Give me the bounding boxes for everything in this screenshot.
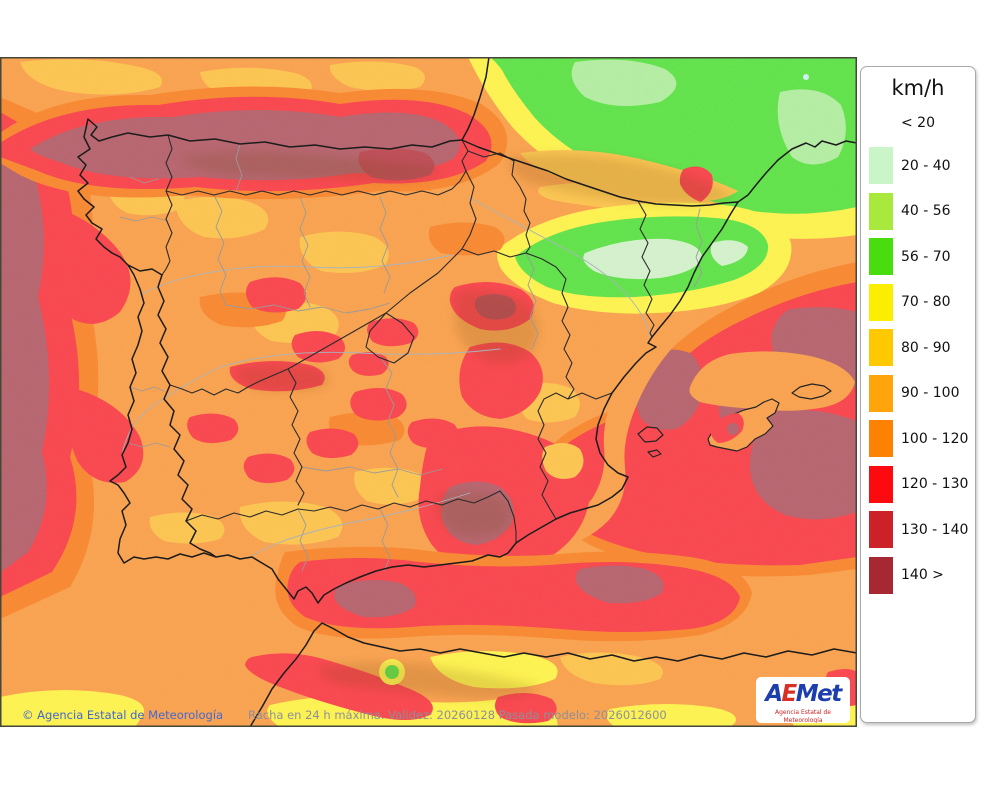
legend-swatch xyxy=(869,283,893,321)
legend-swatch xyxy=(869,238,893,276)
legend-swatch xyxy=(869,465,893,503)
legend-label: 80 - 90 xyxy=(901,339,951,356)
legend-title: km/h xyxy=(891,76,945,100)
legend-swatch xyxy=(869,374,893,412)
legend-item: 56 - 70 xyxy=(861,234,975,280)
legend-label: 20 - 40 xyxy=(901,157,951,174)
province-borders xyxy=(119,143,703,572)
legend-item: 40 - 56 xyxy=(861,189,975,235)
legend-item: 80 - 90 xyxy=(861,325,975,371)
legend-label: 100 - 120 xyxy=(901,430,969,447)
legend-label: 70 - 80 xyxy=(901,294,951,311)
aemet-logo: AEMet Agencia Estatal de Meteorología xyxy=(756,677,850,723)
legend-swatch xyxy=(869,329,893,367)
legend-item: 130 - 140 xyxy=(861,507,975,553)
legend-item: 140 > xyxy=(861,553,975,599)
legend-label: < 20 xyxy=(901,115,935,131)
wind-gust-map xyxy=(0,57,857,727)
legend-label: 40 - 56 xyxy=(901,203,951,220)
legend-swatch-empty xyxy=(869,105,893,142)
coastlines xyxy=(77,57,857,727)
legend-label: 130 - 140 xyxy=(901,521,969,538)
legend-item: 120 - 130 xyxy=(861,462,975,508)
model-run-info-text: Racha en 24 h máxima. Validez: 20260128 … xyxy=(248,708,667,722)
wind-gust-map-svg xyxy=(0,57,857,727)
map-frame xyxy=(0,57,857,727)
legend-items: 20 - 40 40 - 56 56 - 70 70 - 80 80 - 90 … xyxy=(861,143,975,598)
legend-label: 90 - 100 xyxy=(901,385,960,402)
legend-item: 20 - 40 xyxy=(861,143,975,189)
aemet-logo-wordmark: AEMet xyxy=(765,681,842,707)
legend-swatch xyxy=(869,556,893,594)
legend-label: 56 - 70 xyxy=(901,248,951,265)
legend-swatch xyxy=(869,192,893,230)
legend-swatch xyxy=(869,511,893,549)
copyright-text: © Agencia Estatal de Meteorología xyxy=(22,708,224,722)
legend-item: 90 - 100 xyxy=(861,371,975,417)
legend-swatch xyxy=(869,420,893,458)
rivers xyxy=(121,196,651,558)
legend-item: 70 - 80 xyxy=(861,280,975,326)
legend-label: 120 - 130 xyxy=(901,476,969,493)
legend-panel: km/h < 20 20 - 40 40 - 56 56 - 70 70 - 8… xyxy=(860,66,976,723)
portugal-spain-border xyxy=(127,264,217,558)
legend-item-below-20: < 20 xyxy=(861,103,975,143)
legend-item: 100 - 120 xyxy=(861,416,975,462)
legend-label: 140 > xyxy=(901,567,944,584)
legend-swatch xyxy=(869,147,893,185)
stipple-texture xyxy=(0,57,857,727)
aemet-logo-caption: Agencia Estatal de Meteorología xyxy=(774,709,831,723)
